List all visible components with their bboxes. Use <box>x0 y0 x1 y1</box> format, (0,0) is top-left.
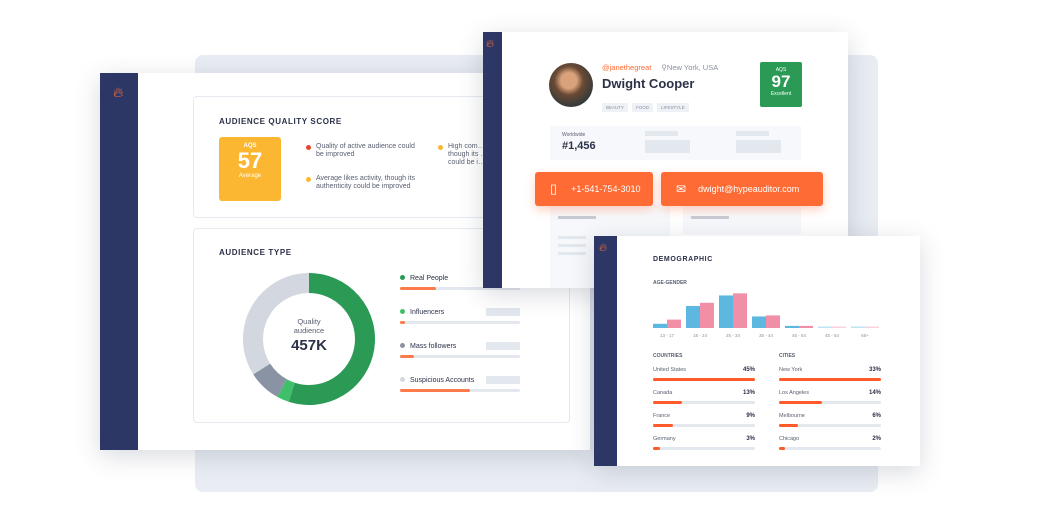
x-tick-label: 13 - 17 <box>660 333 675 338</box>
envelope-icon: ✉ <box>676 182 687 196</box>
legend-dot <box>400 309 405 314</box>
rank-strip: Worldwide #1,456 <box>550 126 801 160</box>
section-title: AUDIENCE QUALITY SCORE <box>219 117 342 126</box>
chart-title: AGE-GENDER <box>653 280 687 286</box>
age-bar <box>865 326 879 328</box>
age-bar <box>686 305 700 328</box>
x-tick-label: 35 - 44 <box>759 333 774 338</box>
countrie-row: France 9% <box>653 413 755 427</box>
audience-type-item: Suspicious Accounts <box>400 376 520 392</box>
x-tick-label: 45 - 54 <box>792 333 807 338</box>
age-bar <box>832 326 846 328</box>
note-item: High com… though its … could be i… <box>438 143 493 169</box>
phone-icon: ▯ <box>550 181 558 196</box>
avatar <box>549 63 593 107</box>
flame-logo-icon: 🔥︎ <box>599 242 608 254</box>
location-pin-icon: ⚲ <box>661 63 667 72</box>
email-button[interactable]: ✉ dwight@hypeauditor.com <box>661 172 823 206</box>
donut-slice <box>277 379 295 402</box>
age-bar <box>818 326 832 328</box>
percent-bar <box>779 401 881 404</box>
age-bar <box>719 295 733 328</box>
audience-type-item: Real People <box>400 275 520 290</box>
x-tick-label: 65+ <box>861 333 869 338</box>
donut-slice <box>288 273 375 405</box>
countrie-row: Germany 3% <box>653 436 755 450</box>
age-bar <box>766 315 780 328</box>
sidebar: 🔥︎ <box>100 73 138 450</box>
x-tick-label: 25 - 34 <box>726 333 741 338</box>
countrie-row: United States 45% <box>653 367 755 381</box>
percent-bar <box>779 378 881 381</box>
donut-center-label: Quality audience <box>293 317 325 335</box>
citie-row: Los Angeles 14% <box>779 390 881 404</box>
tag: BEAUTY <box>602 103 629 112</box>
age-bar <box>799 325 813 328</box>
note-item: Quality of active audience could be impr… <box>306 143 416 159</box>
audience-type-item: Influencers <box>400 308 520 324</box>
age-bar <box>667 319 681 328</box>
age-bar <box>700 302 714 328</box>
age-bar <box>733 293 747 328</box>
badge-label: AQS <box>243 143 257 149</box>
note-item: Average likes activity, though its authe… <box>306 175 426 191</box>
section-title: DEMOGRAPHIC <box>653 256 713 263</box>
share-bar <box>400 321 520 324</box>
share-bar <box>400 389 520 392</box>
profile-name: Dwight Cooper <box>602 76 695 91</box>
legend-dot <box>400 377 405 382</box>
percent-bar <box>653 378 755 381</box>
aqs-badge: AQS 57 Average <box>219 137 281 201</box>
countrie-row: Canada 13% <box>653 390 755 404</box>
audience-donut-chart <box>243 273 375 405</box>
age-bar <box>653 323 667 328</box>
donut-slice <box>243 273 310 375</box>
share-bar <box>400 287 520 290</box>
age-bar <box>851 326 865 328</box>
badge-score: 57 <box>237 148 263 173</box>
x-tick-label: 18 - 24 <box>693 333 708 338</box>
percent-bar <box>653 401 755 404</box>
legend-dot <box>400 275 405 280</box>
x-tick-label: 45 - 54 <box>825 333 840 338</box>
age-bar <box>785 325 799 328</box>
share-bar <box>400 355 520 358</box>
legend-dot <box>400 343 405 348</box>
tag-list: BEAUTY FOOD LIFESTYLE <box>602 96 693 114</box>
donut-slice <box>253 363 288 397</box>
tag: FOOD <box>632 103 654 112</box>
aqs-badge: AQS 97 Excellent <box>760 62 802 107</box>
section-title: AUDIENCE TYPE <box>219 248 292 257</box>
flame-logo-icon: 🔥︎ <box>486 38 495 50</box>
percent-bar <box>779 424 881 427</box>
tag: LIFESTYLE <box>657 103 689 112</box>
profile-handle[interactable]: @janethegreat <box>602 63 652 72</box>
rank-value: #1,456 <box>562 140 596 152</box>
profile-location: New York, USA <box>666 63 719 72</box>
age-bar <box>752 316 766 328</box>
phone-button[interactable]: ▯ +1-541-754-3010 <box>535 172 653 206</box>
citie-row: Melbourne 6% <box>779 413 881 427</box>
badge-rating: Average <box>238 173 262 179</box>
percent-bar <box>653 447 755 450</box>
sidebar: 🔥︎ <box>483 32 502 288</box>
citie-row: New York 33% <box>779 367 881 381</box>
percent-bar <box>653 424 755 427</box>
flame-logo-icon: 🔥︎ <box>113 84 124 100</box>
citie-row: Chicago 2% <box>779 436 881 450</box>
audience-type-item: Mass followers <box>400 342 520 358</box>
percent-bar <box>779 447 881 450</box>
donut-center-value: 457K <box>291 337 327 354</box>
age-gender-chart: 13 - 17 18 - 24 25 - 34 35 - 44 45 - 54 45 - … <box>653 293 879 338</box>
demographic-card: 🔥︎ DEMOGRAPHIC AGE-GENDER 13 - 17 18 - 24… <box>594 236 920 466</box>
sidebar: 🔥︎ <box>594 236 617 466</box>
